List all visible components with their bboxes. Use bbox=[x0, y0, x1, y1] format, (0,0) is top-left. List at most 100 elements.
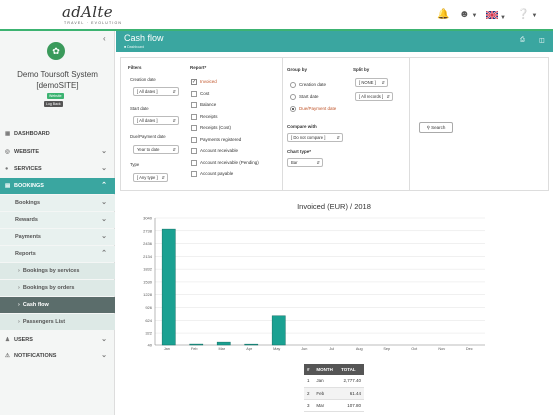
sidebar-item-reports[interactable]: Reports ⌃ bbox=[0, 246, 115, 262]
column-header[interactable]: # bbox=[304, 364, 314, 375]
arrow-right-icon: › bbox=[18, 319, 20, 325]
collapse-sidebar-icon[interactable]: ‹ bbox=[103, 34, 106, 43]
report-option-cost[interactable]: Cost bbox=[191, 90, 209, 97]
compare-with-select[interactable]: [ Do not compare ] ⇵ bbox=[287, 133, 343, 142]
bar-jan bbox=[161, 228, 176, 346]
column-divider bbox=[409, 58, 410, 190]
filters-title: Filters bbox=[128, 65, 142, 70]
sidebar-item-label: Passengers List bbox=[22, 319, 66, 325]
select-arrows-icon: ⇵ bbox=[172, 89, 176, 94]
search-button[interactable]: ⚲ Search bbox=[419, 122, 453, 133]
sidebar-item-bookings-by-services[interactable]: › Bookings by services bbox=[0, 263, 115, 279]
sidebar-item-bookings-by-orders[interactable]: › Bookings by orders bbox=[0, 280, 115, 296]
radio-icon[interactable] bbox=[290, 94, 296, 100]
column-header[interactable]: MONTH bbox=[313, 364, 339, 375]
chart-type-value: Bar bbox=[291, 160, 298, 165]
bar-feb bbox=[189, 343, 204, 346]
start-date-value: [ All dates ] bbox=[137, 118, 158, 123]
bell-icon[interactable]: 🔔 bbox=[437, 9, 450, 20]
chart-type-select[interactable]: Bar ⇵ bbox=[287, 158, 323, 167]
checkbox-icon[interactable] bbox=[191, 148, 197, 154]
start-date-select[interactable]: [ All dates ] ⇵ bbox=[133, 116, 179, 125]
x-tick-label: Aug bbox=[356, 347, 363, 351]
x-tick-label: May bbox=[273, 347, 280, 351]
report-option-account-payable[interactable]: Account payable bbox=[191, 171, 233, 177]
column-header[interactable]: TOTAL bbox=[338, 364, 364, 375]
creation-date-select[interactable]: [ All dates ] ⇵ bbox=[133, 87, 179, 96]
sidebar-item-label: Bookings by orders bbox=[22, 285, 75, 291]
select-arrows-icon: ⇵ bbox=[336, 135, 340, 140]
nav-bookings[interactable]: ▤ BOOKINGS ⌃ bbox=[0, 178, 115, 194]
table-cell: 1 bbox=[304, 375, 314, 388]
page-header: Cash flow ■ Dashboard ⎙ ◫ bbox=[116, 31, 553, 52]
checkbox-icon[interactable] bbox=[191, 171, 197, 177]
checkbox-icon[interactable] bbox=[191, 136, 197, 143]
checkbox-icon[interactable] bbox=[191, 90, 197, 97]
due-date-select[interactable]: Year to date ⇵ bbox=[133, 145, 179, 154]
y-tick-label: 1530 bbox=[143, 279, 153, 284]
sidebar-item-cash-flow[interactable]: › Cash flow bbox=[0, 297, 115, 313]
user-icon[interactable]: ☻ ▼ bbox=[459, 9, 478, 20]
breadcrumb[interactable]: ■ Dashboard bbox=[124, 45, 145, 49]
nav-services[interactable]: ● SERVICES ⌄ bbox=[0, 161, 115, 177]
start-date-label: Start date bbox=[130, 106, 149, 111]
report-option-invoiced[interactable]: ✓ Invoiced bbox=[191, 79, 217, 85]
sidebar-item-rewards[interactable]: Rewards ⌄ bbox=[0, 212, 115, 228]
uk-flag-icon[interactable]: ▼ bbox=[485, 10, 506, 22]
group-by-due-payment-date[interactable]: Due/Payment date bbox=[290, 106, 336, 112]
sidebar-item-bookings[interactable]: Bookings ⌄ bbox=[0, 195, 115, 211]
y-tick-label: 2134 bbox=[143, 254, 153, 259]
nav-website[interactable]: ◎ WEBSITE ⌄ bbox=[0, 144, 115, 160]
users-icon: ♟ bbox=[5, 337, 10, 343]
select-arrows-icon: ⇵ bbox=[172, 118, 176, 123]
checkbox-icon[interactable] bbox=[191, 113, 197, 120]
table-cell: Feb bbox=[313, 387, 339, 400]
report-option-balance[interactable]: Balance bbox=[191, 102, 216, 108]
breadcrumb-dashboard[interactable]: Dashboard bbox=[127, 45, 145, 49]
report-option-label: Account payable bbox=[200, 171, 234, 177]
y-tick-label: 1832 bbox=[143, 267, 153, 272]
nav-users[interactable]: ♟ USERS ⌄ bbox=[0, 332, 115, 348]
group-by-label: Start date bbox=[299, 94, 319, 100]
table-cell: 2 bbox=[304, 387, 314, 400]
sidebar-item-payments-label: Payments bbox=[15, 234, 41, 240]
creation-date-label: Creation date bbox=[130, 77, 156, 82]
report-option-account-receivable-pending[interactable]: Account receivable (Pending) bbox=[191, 159, 259, 166]
group-by-label: Due/Payment date bbox=[299, 106, 337, 112]
checkbox-checked-icon[interactable]: ✓ bbox=[191, 79, 197, 85]
group-by-start-date[interactable]: Start date bbox=[290, 94, 319, 100]
nav-notifications[interactable]: ⚠ NOTIFICATIONS ⌄ bbox=[0, 348, 115, 364]
table-cell: 3 bbox=[304, 399, 314, 412]
nav-dashboard[interactable]: ▦ DASHBOARD bbox=[0, 126, 115, 142]
report-option-label: Balance bbox=[200, 102, 217, 108]
sidebar-item-payments[interactable]: Payments ⌄ bbox=[0, 229, 115, 245]
checkbox-icon[interactable] bbox=[191, 102, 197, 108]
help-icon[interactable]: ❔ ▼ bbox=[517, 9, 538, 20]
website-badge[interactable]: Website bbox=[47, 93, 64, 99]
checkbox-icon[interactable] bbox=[191, 125, 197, 131]
sidebar-item-bookings-label: Bookings bbox=[15, 200, 41, 206]
sidebar-item-passengers-list[interactable]: › Passengers List bbox=[0, 314, 115, 330]
brand-logo[interactable]: adAlte bbox=[62, 3, 113, 21]
print-icon[interactable]: ⎙ bbox=[520, 37, 525, 43]
report-option-payments-registered[interactable]: Payments registered bbox=[191, 136, 241, 143]
log-back-badge[interactable]: Log Back bbox=[44, 101, 63, 107]
export-icon[interactable]: ◫ bbox=[539, 38, 545, 44]
x-tick-label: Oct bbox=[411, 347, 418, 351]
chevron-down-icon: ⌄ bbox=[101, 148, 107, 155]
report-option-account-receivable[interactable]: Account receivable bbox=[191, 148, 238, 154]
radio-selected-icon[interactable] bbox=[290, 106, 296, 112]
x-tick-label: Jun bbox=[301, 347, 307, 351]
type-select[interactable]: [ Any type ] ⇵ bbox=[133, 173, 168, 182]
table-cell: 107.80 bbox=[338, 399, 364, 412]
report-option-receipts-cost[interactable]: Receipts (Cost) bbox=[191, 125, 231, 131]
split-by-select[interactable]: [ NONE ] ⇵ bbox=[355, 78, 388, 87]
report-option-receipts[interactable]: Receipts bbox=[191, 113, 218, 120]
group-by-creation-date[interactable]: Creation date bbox=[290, 82, 326, 88]
split-records-select[interactable]: [ All records ] ⇵ bbox=[355, 92, 393, 101]
select-arrows-icon: ⇵ bbox=[316, 160, 320, 165]
nav-website-label: WEBSITE bbox=[14, 149, 40, 155]
radio-icon[interactable] bbox=[290, 82, 296, 88]
checkbox-icon[interactable] bbox=[191, 159, 197, 166]
